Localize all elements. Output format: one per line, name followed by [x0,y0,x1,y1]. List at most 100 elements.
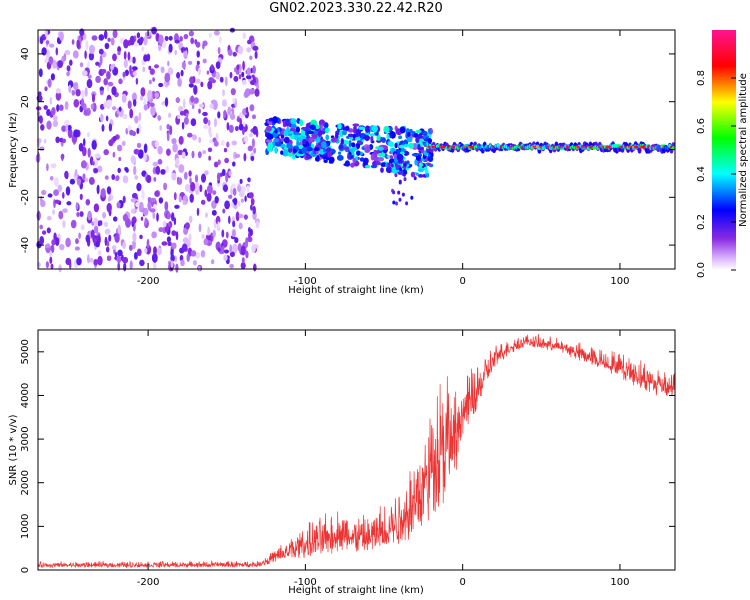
y-tick-label: 3000 [20,426,31,451]
spectrogram-cell [95,61,100,66]
spectrogram-cell [241,257,245,264]
snr-frame [37,329,676,571]
spectrogram-cell [213,30,220,36]
spectrogram-cell [64,49,71,56]
spectrogram-cell [189,76,194,84]
spectrogram-cell [317,130,322,137]
colorbar-gradient [712,30,736,270]
spectrogram-cells [35,26,676,273]
spectrogram-cell [207,147,213,153]
spectrogram-cell [247,39,252,45]
spectrogram-cell [239,178,243,184]
spectrogram-cell [380,167,384,173]
spectrogram-cell [49,256,53,264]
spectrogram-cell [216,172,221,181]
spectrogram-cell [181,243,188,252]
spectrogram-cell [188,83,194,88]
spectrogram-cell [50,163,57,169]
spectrogram-cell [274,128,278,134]
spectrogram-cell [280,150,284,155]
spectrogram-cell [82,138,86,147]
spectrogram-cell [252,45,259,51]
spectrogram-cell [354,136,361,141]
spectrogram-cell [47,78,52,88]
spectrogram-cell [248,192,254,199]
spectrogram-cell [117,167,121,174]
spectrogram-cell [222,208,226,214]
spectrogram-cell [175,263,179,273]
spectrogram-cell [283,136,290,144]
spectrogram-cell [78,142,84,152]
spectrogram-cell [397,190,401,195]
spectrogram-cell [192,134,197,141]
spectrogram-cell [78,232,81,239]
spectrogram-cell [318,119,326,127]
spectrogram-cell [190,37,195,45]
spectrogram-cell [200,173,207,183]
spectrogram-cell [110,64,115,71]
spectrogram-cell [161,241,168,246]
spectrogram-cell [122,195,126,204]
spectrogram-cell [80,98,85,108]
spectrogram-cell [132,232,137,242]
spectrogram-cell [229,263,235,269]
spectrogram-cell [221,245,225,255]
spectrogram-cell [150,106,156,116]
spectrogram-cell [52,120,59,128]
spectrogram-cell [72,50,79,59]
spectrogram-cell [202,42,205,50]
spectrogram-cell [217,111,221,119]
spectrogram-cell [164,201,169,211]
spectrogram-cell [178,135,184,145]
spectrogram-cell [244,239,249,248]
spectrogram-cell [99,55,103,66]
spectrogram-cell [61,125,67,132]
spectrogram-cell [80,160,87,169]
spectrogram-cell [637,146,642,154]
spectrogram-cell [104,236,108,247]
spectrogram-cell [160,66,165,74]
snr-xlabel: Height of straight line (km) [288,585,424,596]
spectrogram-cell [290,118,297,125]
spectrogram-cell [348,140,352,147]
spectrogram-cell [65,124,69,133]
spectrogram-cell [83,103,87,112]
spectrogram-cell [46,120,52,130]
spectrogram-cell [139,234,143,240]
spectrogram-cell [228,215,231,224]
spectrogram-cell [104,228,111,235]
spectrogram-cell [322,148,327,153]
spectrogram-cell [157,44,162,51]
spectrogram-cell [338,144,344,150]
spectrogram-cell [169,125,173,136]
spectrogram-cell [59,31,64,42]
spectrogram-cell [170,212,175,222]
spectrogram-cell [165,165,170,173]
spectrogram-cell [141,46,144,52]
spectrogram-cell [327,150,332,158]
spectrogram-cell [417,143,421,151]
spectrogram-cell [189,181,196,192]
spectrogram-cell [232,220,236,228]
spectrogram-cell [107,81,114,87]
spectrogram-cell [40,124,45,131]
spectrogram-cell [200,199,206,205]
spectrogram-cell [84,87,88,97]
spectrogram-cell [427,128,431,134]
spectrogram-cell [238,213,244,219]
spectrogram-cell [69,178,76,185]
spectrogram-cell [45,49,51,59]
spectrogram-cell [64,170,69,179]
spectrogram-cell [210,64,214,71]
spectrogram-cell [266,133,274,140]
spectrogram-cell [265,139,273,143]
spectrogram-cell [148,65,152,71]
spectrogram-cell [108,139,114,147]
spectrogram-cell [229,244,233,253]
spectrogram-cell [167,112,172,118]
spectrogram-cell [148,79,152,85]
spectrogram-cell [121,93,127,103]
spectrogram-cell [203,124,209,129]
spectrogram-cell [106,70,111,80]
spectrogram-cell [392,190,396,195]
